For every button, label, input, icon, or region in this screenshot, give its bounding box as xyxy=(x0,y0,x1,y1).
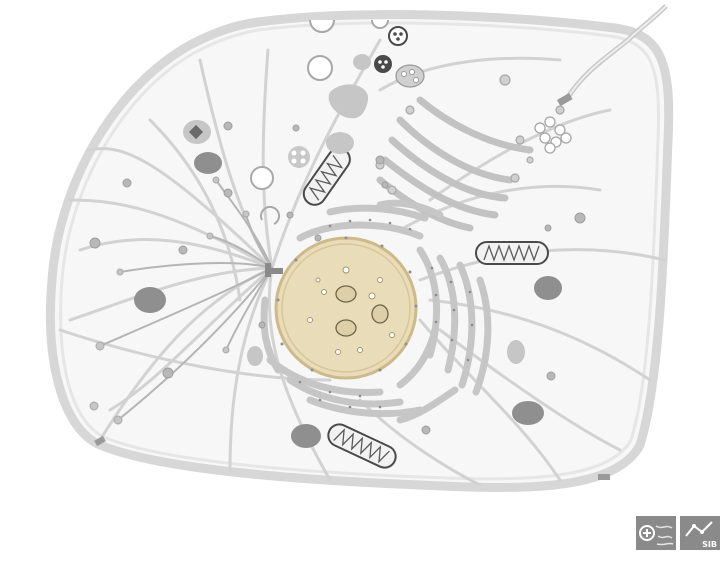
nuclear-pores xyxy=(276,236,418,372)
small-vesicles xyxy=(89,121,586,435)
basal-body xyxy=(556,93,573,107)
nucleolus xyxy=(335,285,389,337)
sib-logo-icon[interactable]: SIB xyxy=(680,516,720,550)
lysosomes xyxy=(134,152,562,448)
expasy-logo-icon[interactable] xyxy=(636,516,676,550)
multivesicular-body xyxy=(288,146,310,168)
peroxisome xyxy=(183,120,211,144)
nucleus xyxy=(274,236,418,380)
microtubules-dark xyxy=(99,179,273,421)
ribosomes xyxy=(298,218,474,409)
golgi-apparatus xyxy=(376,96,534,232)
centrosome xyxy=(265,263,283,277)
light-organelles xyxy=(247,54,525,366)
vesicle-cluster xyxy=(534,116,572,154)
vacuoles xyxy=(250,55,333,190)
mitochondrion-bottom xyxy=(327,423,397,469)
endosome xyxy=(395,64,425,88)
golgi-vesicles xyxy=(375,74,565,195)
coated-vesicles xyxy=(374,26,408,73)
mitochondrion-right xyxy=(475,241,549,265)
logo-bar: SIB xyxy=(636,516,720,550)
cell-membrane-inner xyxy=(59,21,660,481)
sib-logo-text: SIB xyxy=(702,540,717,549)
endocytic-pits xyxy=(260,19,389,225)
microtubule-tips xyxy=(89,176,250,425)
membrane-junctions xyxy=(94,435,610,480)
